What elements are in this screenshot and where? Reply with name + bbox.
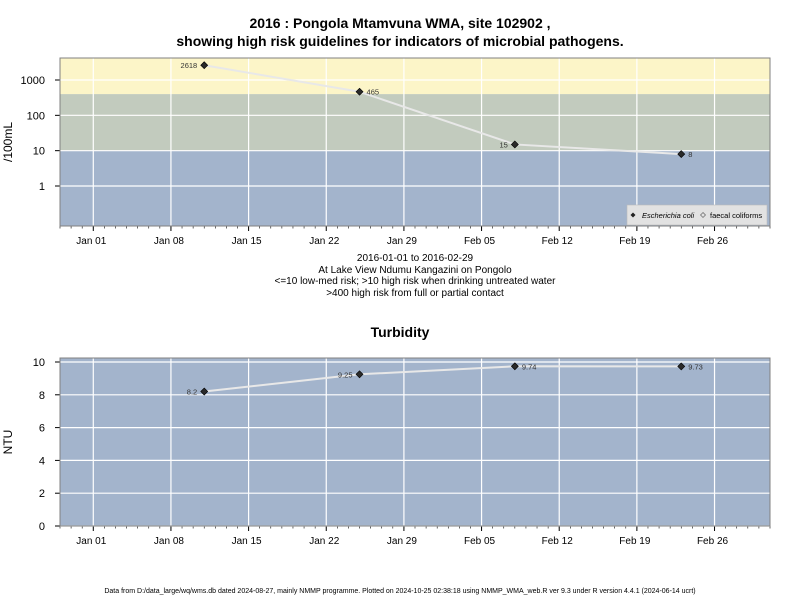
y-tick-label: 1	[39, 181, 45, 193]
y-tick-label: 6	[39, 423, 45, 435]
x-tick-label: Jan 08	[154, 536, 184, 547]
x-tick-label: Jan 01	[76, 536, 106, 547]
y-tick-label: 0	[39, 521, 45, 533]
data-point-marker	[200, 61, 209, 70]
legend-marker-ecoli	[630, 212, 636, 218]
legend-box	[626, 204, 768, 226]
data-point-marker	[355, 87, 364, 96]
chart-title-line-2: showing high risk guidelines for indicat…	[176, 33, 624, 49]
data-label: 8.2	[187, 388, 197, 397]
data-label: 9.73	[688, 362, 703, 371]
legend-label-faecal: faecal coliforms	[710, 211, 762, 220]
y-tick-label: 100	[27, 110, 45, 122]
series-line	[204, 365, 682, 393]
x-tick-label: Jan 29	[387, 536, 417, 547]
y-tick-label: 1000	[21, 75, 45, 87]
data-point-marker	[510, 362, 519, 371]
x-tick-label: Jan 22	[309, 236, 339, 247]
x-tick-label: Jan 15	[232, 536, 262, 547]
x-tick-label: Feb 05	[464, 236, 496, 247]
data-label: 15	[500, 140, 508, 149]
risk-band	[60, 58, 770, 95]
caption-risk-high: >400 high risk from full or partial cont…	[326, 287, 504, 299]
series-line	[204, 64, 682, 156]
y-tick-label: 10	[33, 357, 45, 369]
y-tick-label: 10	[33, 146, 45, 158]
x-tick-label: Jan 08	[154, 236, 184, 247]
data-label: 2618	[181, 61, 198, 70]
chart-title-line-1: 2016 : Pongola Mtamvuna WMA, site 102902…	[249, 15, 551, 31]
x-tick-label: Feb 05	[464, 536, 496, 547]
legend-label-ecoli: Escherichia coli	[642, 211, 694, 220]
x-tick-label: Feb 19	[619, 536, 651, 547]
caption-location: At Lake View Ndumu Kangazini on Pongolo	[318, 264, 512, 276]
caption-date-range: 2016-01-01 to 2016-02-29	[356, 253, 474, 264]
x-tick-label: Feb 19	[619, 236, 651, 247]
y-tick-label: 4	[39, 455, 45, 467]
x-tick-label: Jan 29	[387, 236, 417, 247]
data-label: 9.74	[522, 362, 537, 371]
data-point-marker	[200, 387, 209, 396]
legend-marker-faecal	[700, 212, 706, 218]
plot-background	[60, 358, 770, 526]
x-tick-label: Feb 12	[542, 536, 574, 547]
x-tick-label: Jan 15	[232, 236, 262, 247]
caption-risk-low: <=10 low-med risk; >10 high risk when dr…	[274, 276, 556, 287]
data-label: 8	[688, 150, 692, 159]
y-axis-label: /100mL	[1, 122, 15, 162]
plot-border	[59, 357, 771, 527]
data-label: 465	[367, 88, 380, 97]
y-axis-label: NTU	[1, 430, 15, 455]
data-point-marker	[677, 362, 686, 371]
y-tick-label: 8	[39, 390, 45, 402]
x-tick-label: Feb 26	[697, 236, 729, 247]
data-label: 9.25	[338, 370, 353, 379]
x-tick-label: Feb 12	[542, 236, 574, 247]
footer-note: Data from D:/data_large/wq/wms.db dated …	[104, 588, 696, 595]
turbidity-title: Turbidity	[370, 324, 430, 340]
data-point-marker	[510, 140, 519, 149]
data-point-marker	[355, 370, 364, 379]
x-tick-label: Feb 26	[697, 536, 729, 547]
plot-border	[59, 57, 771, 227]
x-tick-label: Jan 22	[309, 536, 339, 547]
risk-band	[60, 94, 770, 151]
y-tick-label: 2	[39, 488, 45, 500]
data-point-marker	[677, 150, 686, 159]
x-tick-label: Jan 01	[76, 236, 106, 247]
